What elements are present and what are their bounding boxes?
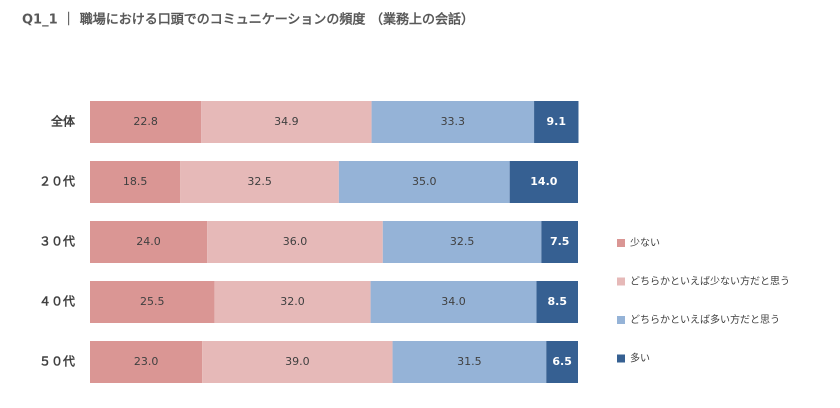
category-label: 全体: [50, 114, 76, 129]
bar-segment: [338, 161, 510, 203]
data-label: 35.0: [412, 175, 437, 188]
data-label: 25.5: [140, 295, 165, 308]
bar-segment: [90, 101, 202, 143]
legend-label: 多い: [630, 352, 650, 365]
bar-segment: [371, 101, 535, 143]
legend-label: どちらかといえば多い方だと思う: [630, 313, 780, 326]
bar-segment: [546, 341, 578, 383]
bar-segment: [534, 101, 579, 143]
category-label: ４０代: [39, 294, 75, 309]
legend-swatch: [617, 316, 625, 324]
data-label: 36.0: [283, 235, 308, 248]
bar-segment: [541, 221, 578, 263]
data-label: 32.5: [450, 235, 475, 248]
chart-title: Q1_1 ｜ 職場における口頭でのコミュニケーションの頻度 （業務上の会話）: [22, 12, 474, 28]
data-label: 6.5: [552, 355, 572, 368]
data-label: 23.0: [134, 355, 159, 368]
legend-label: 少ない: [630, 237, 660, 249]
bar-segment: [202, 341, 393, 383]
data-label: 33.3: [441, 115, 466, 128]
data-label: 31.5: [457, 355, 482, 368]
bar-segment: [370, 281, 537, 323]
bar-segment: [201, 101, 372, 143]
category-label: ２０代: [39, 174, 75, 189]
legend-swatch: [617, 239, 625, 247]
bar-segment: [214, 281, 371, 323]
bar-segment: [207, 221, 383, 263]
bar-segment: [180, 161, 339, 203]
bar-segment: [509, 161, 578, 203]
bar-segment: [392, 341, 547, 383]
data-label: 32.5: [247, 175, 272, 188]
legend-swatch: [617, 354, 625, 363]
bar-segment: [536, 281, 578, 323]
bar-segment: [90, 221, 208, 263]
bar-segment: [382, 221, 542, 263]
category-label: ３０代: [39, 234, 75, 249]
data-label: 9.1: [547, 115, 567, 128]
data-label: 34.9: [274, 115, 299, 128]
legend-label: どちらかといえば少ない方だと思う: [630, 275, 790, 288]
bar-segment: [90, 281, 215, 323]
data-label: 32.0: [280, 295, 305, 308]
bar-segment: [90, 341, 203, 383]
legend-swatch: [617, 277, 625, 286]
data-label: 22.8: [133, 115, 158, 128]
data-label: 39.0: [285, 355, 310, 368]
data-label: 14.0: [530, 175, 557, 188]
category-label: ５０代: [39, 354, 75, 369]
bar-segment: [90, 161, 181, 203]
data-label: 34.0: [441, 295, 466, 308]
data-label: 24.0: [136, 235, 161, 248]
data-label: 8.5: [548, 295, 568, 308]
data-label: 18.5: [123, 175, 148, 188]
data-label: 7.5: [550, 235, 570, 248]
